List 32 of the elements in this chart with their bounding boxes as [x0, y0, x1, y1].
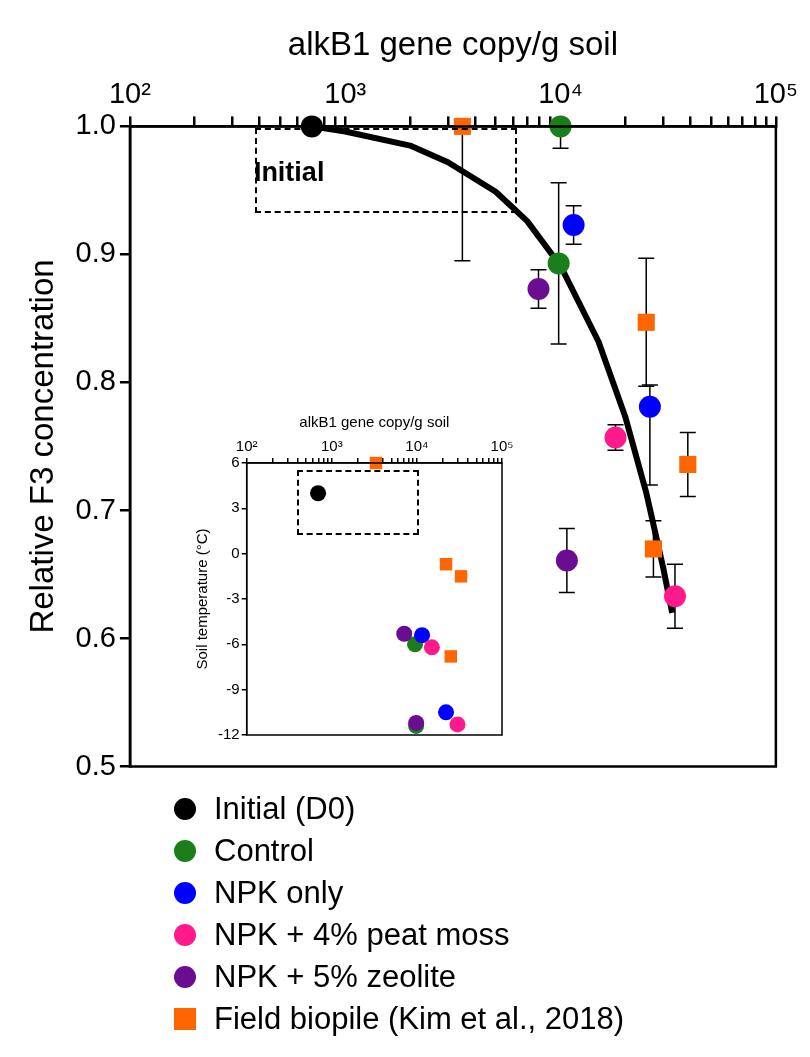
x-tick-label: 10² — [235, 437, 258, 455]
x-tick-label: 10² — [108, 77, 152, 109]
x-tick-label: 10³ — [324, 77, 367, 109]
y-tick-label: 0.6 — [75, 620, 116, 653]
y-tick-label: 0.7 — [75, 492, 116, 525]
legend-label: Field biopile (Kim et al., 2018) — [214, 1001, 625, 1037]
x-axis-title: alkB1 gene copy/g soil — [287, 24, 618, 62]
x-tick-label: 10⁵ — [490, 437, 514, 455]
legend-label: Control — [214, 833, 314, 869]
y-axis-title: Relative F3 concentration — [22, 259, 60, 634]
y-tick-label: -12 — [217, 725, 240, 743]
legend-label: NPK only — [214, 875, 344, 911]
y-tick-label: 0.9 — [75, 236, 116, 269]
y-tick-label: 0 — [231, 543, 240, 561]
y-axis-title: Soil temperature (°C) — [193, 528, 211, 670]
y-tick-label: 1.0 — [75, 108, 116, 141]
y-tick-label: -3 — [226, 589, 240, 607]
y-tick-label: 0.8 — [75, 364, 116, 397]
legend-label: NPK + 5% zeolite — [214, 959, 457, 995]
annotation: Initial — [253, 156, 325, 187]
y-tick-label: 6 — [231, 453, 240, 471]
y-tick-label: 0.5 — [75, 748, 116, 781]
y-tick-label: 3 — [231, 498, 240, 516]
y-tick-label: -9 — [226, 679, 240, 697]
x-tick-label: 10³ — [320, 437, 343, 455]
x-tick-label: 10⁴ — [405, 437, 429, 455]
legend-label: Initial (D0) — [214, 791, 356, 827]
x-axis-title: alkB1 gene copy/g soil — [299, 413, 450, 431]
legend-label: NPK + 4% peat moss — [214, 917, 510, 953]
x-tick-label: 10⁴ — [538, 77, 583, 109]
x-tick-label: 10⁵ — [753, 77, 798, 109]
y-tick-label: -6 — [226, 634, 240, 652]
